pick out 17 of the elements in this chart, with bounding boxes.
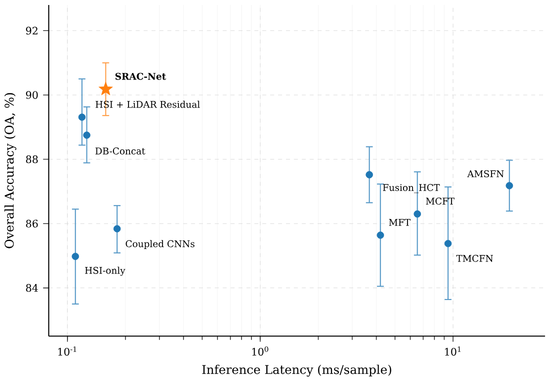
annotation: MFT: [389, 218, 410, 226]
annotation: TMCFN: [456, 254, 493, 262]
y-tick-label: 90: [26, 91, 38, 99]
x-tick-label: 10$^{0}$: [252, 346, 268, 356]
y-tick-label: 86: [26, 220, 38, 228]
y-tick-label: 92: [26, 26, 38, 35]
x-tick-label: 10$^{1}$: [445, 346, 461, 356]
y-axis-title: Overall Accuracy (OA, %): [4, 93, 16, 248]
annotation: DB-Concat: [95, 148, 146, 154]
y-tick-label: 84: [26, 284, 38, 292]
y-tick-label: 88: [26, 155, 38, 164]
x-tick-label: 10$^{-1}$: [58, 346, 76, 356]
annotation: Coupled CNNs: [126, 240, 194, 250]
x-axis-title: Inference Latency (ms/sample): [202, 364, 392, 377]
annotation: AMSFN: [467, 170, 504, 178]
annotation: SRAC-Net: [115, 72, 166, 80]
annotation: HSI-only: [85, 266, 126, 276]
